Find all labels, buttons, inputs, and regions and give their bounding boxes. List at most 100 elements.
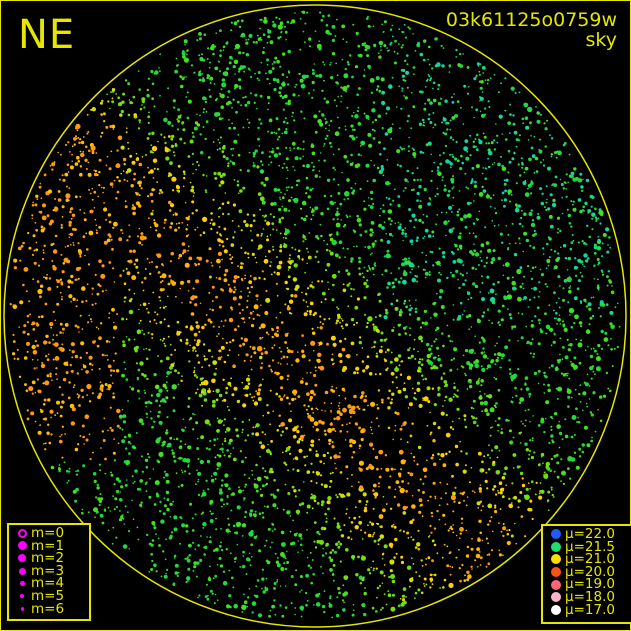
star [425, 254, 428, 257]
star [402, 279, 407, 285]
star [112, 451, 116, 455]
star [404, 36, 407, 39]
star [294, 248, 297, 251]
star [256, 579, 260, 582]
star [216, 438, 219, 440]
star [208, 291, 211, 294]
star [178, 456, 182, 460]
star [125, 267, 128, 270]
star [534, 493, 537, 496]
star [236, 100, 240, 104]
star [530, 209, 533, 212]
star [298, 257, 301, 260]
star [303, 481, 305, 483]
star [346, 106, 349, 109]
star [343, 524, 346, 527]
star [527, 457, 530, 460]
star [360, 154, 362, 157]
star [260, 38, 263, 41]
star [191, 212, 194, 215]
star [182, 418, 185, 421]
star [49, 372, 52, 376]
star [247, 256, 250, 259]
star [267, 333, 270, 336]
star [310, 480, 313, 483]
star [331, 353, 334, 356]
star [242, 555, 245, 557]
star [410, 452, 413, 455]
star [325, 100, 330, 104]
star [480, 80, 484, 84]
star [308, 37, 312, 41]
star [404, 186, 407, 190]
star [235, 521, 242, 527]
star [320, 301, 323, 304]
star [120, 172, 122, 175]
star [319, 321, 322, 323]
star [281, 132, 284, 135]
star [76, 155, 80, 160]
star [509, 103, 512, 106]
star [57, 190, 61, 193]
star [378, 584, 382, 588]
star [550, 457, 554, 461]
star [307, 564, 311, 568]
star [313, 373, 317, 378]
star [607, 270, 610, 273]
star [306, 470, 311, 474]
star [305, 573, 309, 578]
star [61, 400, 65, 404]
star [123, 361, 126, 364]
star [310, 407, 314, 411]
star [347, 272, 351, 276]
star [500, 530, 503, 533]
star [165, 156, 170, 161]
star [463, 579, 467, 582]
star [402, 505, 407, 511]
star [566, 389, 572, 394]
star [452, 395, 455, 398]
star [138, 418, 144, 423]
star [287, 83, 290, 86]
star [300, 217, 304, 220]
star [257, 137, 260, 141]
star [403, 23, 406, 26]
star [573, 451, 577, 454]
star [313, 604, 315, 606]
star [403, 326, 407, 330]
star [330, 402, 333, 405]
star [405, 596, 407, 598]
star [45, 355, 48, 358]
star [487, 523, 490, 526]
star [66, 322, 69, 325]
star [278, 17, 281, 20]
star [487, 357, 489, 360]
star [529, 352, 532, 355]
star [259, 355, 263, 360]
star [495, 377, 498, 381]
star [144, 483, 147, 486]
star [310, 581, 314, 585]
star [398, 313, 402, 317]
star [209, 222, 212, 225]
star [273, 344, 276, 347]
star [50, 465, 55, 470]
star [325, 24, 329, 27]
star [513, 252, 518, 257]
star [379, 153, 382, 156]
star [320, 18, 324, 22]
star [272, 248, 275, 251]
star [310, 144, 315, 149]
star [380, 45, 382, 48]
star [243, 593, 245, 596]
star [187, 234, 190, 236]
star [179, 137, 183, 141]
star [194, 228, 197, 231]
star [390, 574, 396, 579]
star [544, 417, 547, 420]
star [399, 597, 402, 600]
star [184, 201, 187, 204]
star [310, 443, 314, 447]
star [431, 387, 435, 390]
star [378, 349, 383, 354]
